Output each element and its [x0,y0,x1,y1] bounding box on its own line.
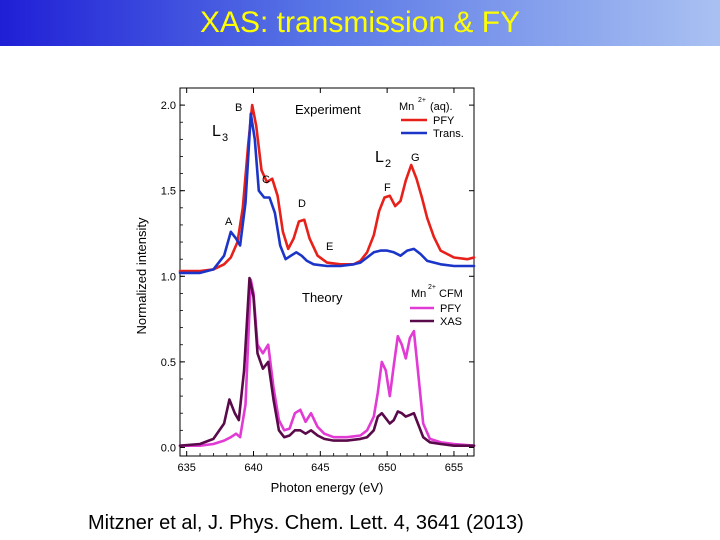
x-axis-label: Photon energy (eV) [271,480,384,495]
slide-title: XAS: transmission & FY [199,6,521,39]
legend-entry: XAS [440,316,462,328]
y-tick-label: 0.5 [161,357,176,369]
legend-title: Mn [411,288,426,300]
peak-label-f: F [384,182,391,194]
theory-label: Theory [302,290,343,305]
x-tick-label: 655 [445,462,463,474]
title-bar [0,0,720,46]
peak-label-d: D [298,198,306,210]
legend-suffix: (aq). [430,101,453,113]
y-tick-label: 0.0 [161,442,176,454]
legend-entry: Trans. [433,128,464,140]
y-axis-label: Normalized intensity [134,217,149,335]
legend-entry: PFY [440,303,462,315]
peak-label-e: E [326,241,333,253]
peak-label-b: B [235,102,242,114]
edge-label-l3: L [212,123,221,140]
peak-label-g: G [411,152,420,164]
series-line-trans [178,112,476,275]
x-tick-label: 640 [244,462,262,474]
citation: Mitzner et al, J. Phys. Chem. Lett. 4, 3… [88,512,524,534]
series-line-pfy-th [178,278,476,448]
y-tick-label: 2.0 [161,100,176,112]
legend-superscript: 2+ [428,284,436,291]
y-tick-label: 1.5 [161,186,176,198]
x-tick-label: 645 [311,462,329,474]
legend-superscript: 2+ [418,97,426,104]
y-tick-label: 1.0 [161,271,176,283]
series-line-xas-th [178,276,476,448]
peak-label-a: A [225,216,233,228]
edge-label-l3-sub: 3 [222,132,228,144]
peak-label-c: C [262,174,270,186]
x-tick-label: 650 [378,462,396,474]
legend-entry: PFY [433,115,455,127]
legend-suffix: CFM [439,288,463,300]
edge-label-l2: L [375,149,384,166]
experiment-label: Experiment [295,102,361,117]
x-tick-label: 635 [178,462,196,474]
legend-title: Mn [399,101,414,113]
edge-label-l2-sub: 2 [385,158,391,170]
